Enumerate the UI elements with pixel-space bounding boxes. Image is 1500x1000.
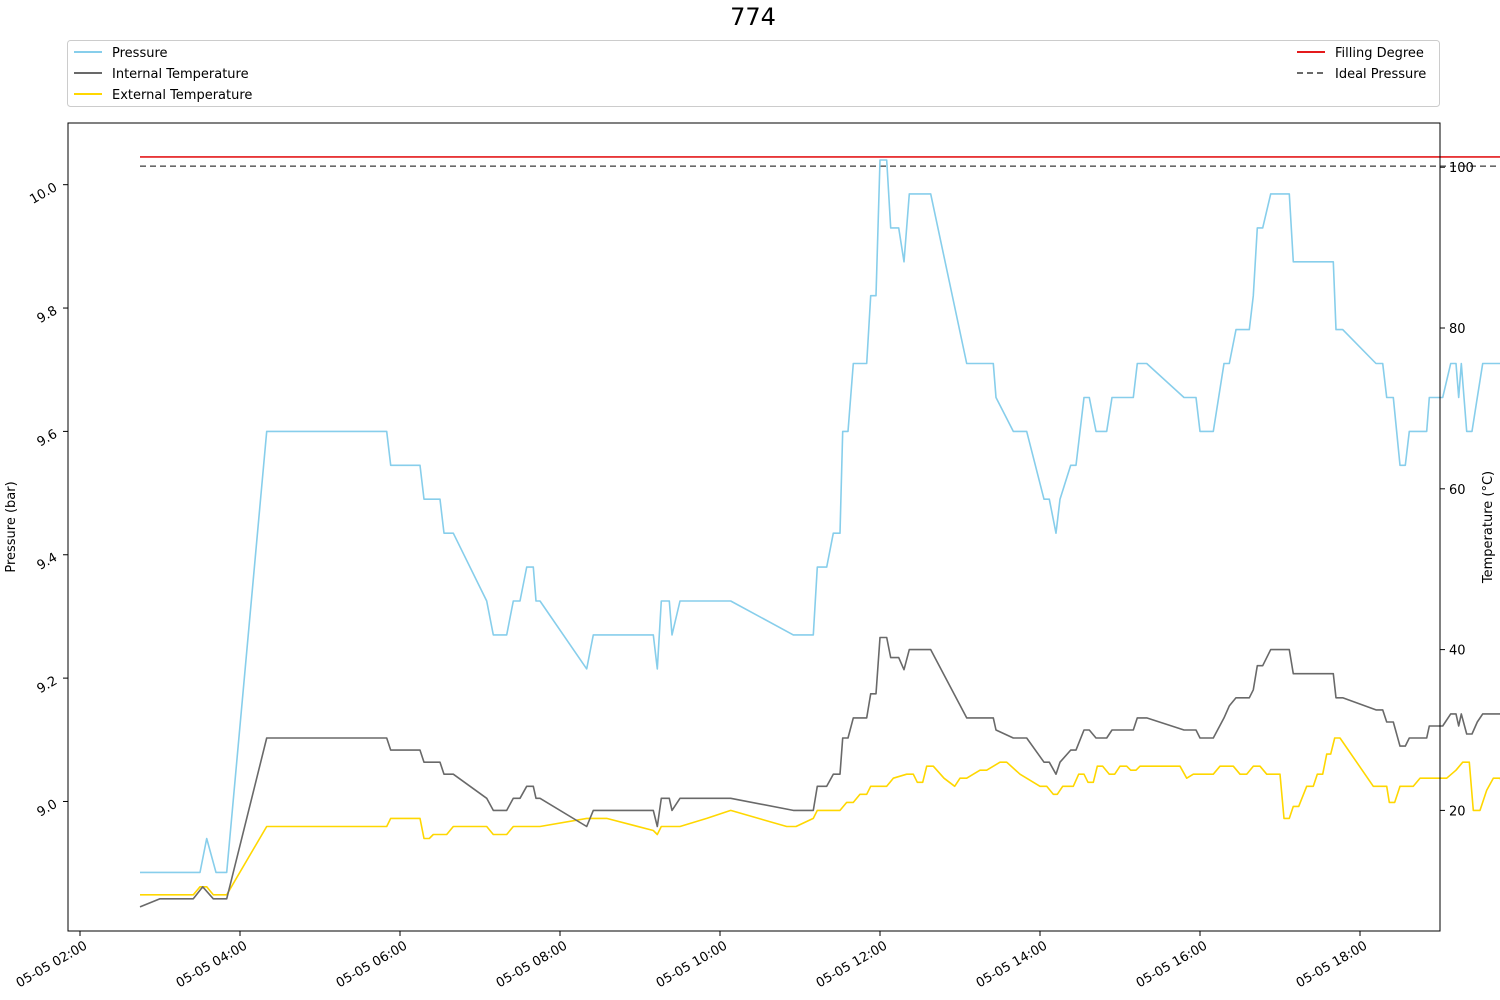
x-tick-label: 05-05 14:00: [974, 938, 1050, 991]
y-left-tick-label: 10.0: [27, 180, 60, 207]
legend-label-internal-temperature: Internal Temperature: [112, 67, 249, 82]
y-left-tick-label: 9.8: [35, 304, 60, 327]
y-axis-left: 9.0 9.2 9.4 9.6 9.8 10.0: [27, 180, 68, 820]
y-axis-right: 20 40 60 80 100: [1440, 161, 1474, 819]
y-left-tick-label: 9.4: [35, 550, 60, 573]
x-tick-label: 05-05 04:00: [174, 938, 250, 991]
legend-label-external-temperature: External Temperature: [112, 88, 252, 103]
series-line-internal-temperature: [139, 636, 1500, 908]
x-tick-label: 05-05 10:00: [654, 938, 730, 991]
x-tick-label: 05-05 06:00: [334, 938, 410, 991]
x-tick-label: 05-05 02:00: [14, 938, 90, 991]
y-right-tick-label: 80: [1449, 322, 1466, 337]
x-tick-label: 05-05 16:00: [1134, 938, 1210, 991]
series-line-external-temperature: [140, 737, 1500, 896]
x-tick-label: 05-05 18:00: [1294, 938, 1370, 991]
y-right-tick-label: 100: [1449, 161, 1474, 176]
plot-frame: [67, 122, 1441, 932]
series-line-pressure: [140, 159, 1500, 874]
chart-title: 774: [730, 3, 776, 31]
y-right-tick-label: 40: [1449, 644, 1466, 659]
y-axis-right-label: Temperature (°C): [1481, 471, 1496, 584]
x-tick-label: 05-05 08:00: [494, 938, 570, 991]
y-left-tick-label: 9.2: [35, 674, 60, 697]
x-tick-label: 05-05 12:00: [814, 938, 890, 991]
legend-label-pressure: Pressure: [112, 46, 168, 61]
legend: Pressure Internal Temperature External Tem…: [67, 40, 1440, 107]
y-right-tick-label: 60: [1449, 483, 1466, 498]
legend-label-ideal-pressure: Ideal Pressure: [1335, 67, 1426, 82]
legend-frame: [67, 40, 1440, 107]
y-axis-left-label: Pressure (bar): [4, 481, 19, 572]
legend-label-filling-degree: Filling Degree: [1335, 46, 1424, 61]
y-right-tick-label: 20: [1449, 804, 1466, 819]
y-left-tick-label: 9.6: [35, 427, 60, 450]
y-left-tick-label: 9.0: [35, 797, 60, 820]
plot-area: [67, 122, 1500, 932]
x-axis: 05-05 02:00 05-05 04:00 05-05 06:00 05-05 0…: [14, 931, 1370, 991]
